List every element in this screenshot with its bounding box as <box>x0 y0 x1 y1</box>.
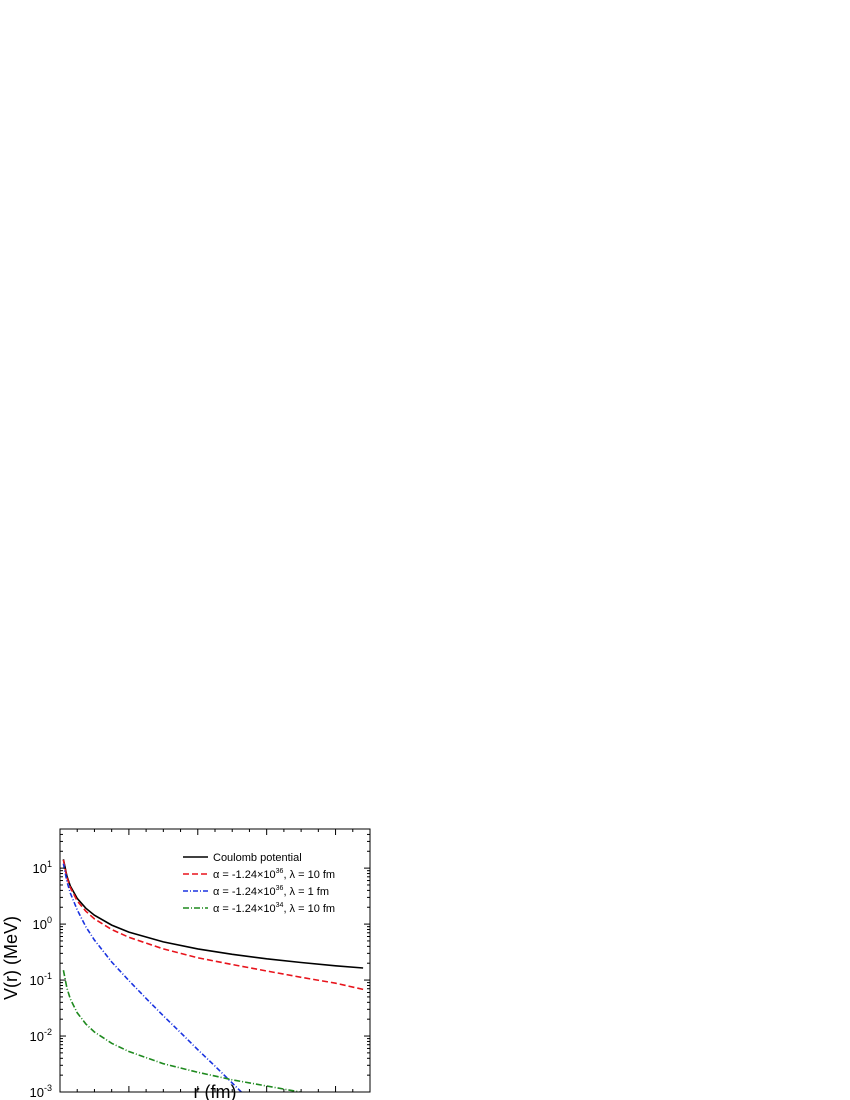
y-tick-label: 100 <box>33 915 52 932</box>
y-tick-label: 101 <box>33 859 52 876</box>
series-line-2 <box>62 859 364 991</box>
plot-area <box>62 859 364 1092</box>
legend-label: α = -1.24×1036, λ = 10 fm <box>213 868 335 881</box>
legend-label: α = -1.24×1036, λ = 1 fm <box>213 885 329 898</box>
legend-label: Coulomb potential <box>213 852 302 864</box>
y-axis: 10-3 10-2 10-1 100 101 <box>30 828 370 1100</box>
x-tick-label: 8 <box>332 1097 339 1100</box>
legend: Coulomb potential α = -1.24×1036, λ = 10 … <box>183 852 335 915</box>
y-axis-label: V(r) (MeV) <box>1 916 21 1000</box>
legend-label: α = -1.24×1034, λ = 10 fm <box>213 902 335 915</box>
y-tick-label: 10-3 <box>30 1083 52 1100</box>
x-tick-label: 4 <box>194 1097 201 1100</box>
series-line-3 <box>62 863 243 1092</box>
x-axis-label: r (fm) <box>194 1082 237 1100</box>
series-line-1 <box>62 859 364 969</box>
y-tick-label: 10-2 <box>30 1027 52 1044</box>
y-tick-label: 10-1 <box>30 971 52 988</box>
x-tick-label: 2 <box>125 1097 132 1100</box>
x-tick-label: 0 <box>56 1097 63 1100</box>
series-line-4 <box>62 970 302 1092</box>
x-tick-label: 6 <box>263 1097 270 1100</box>
